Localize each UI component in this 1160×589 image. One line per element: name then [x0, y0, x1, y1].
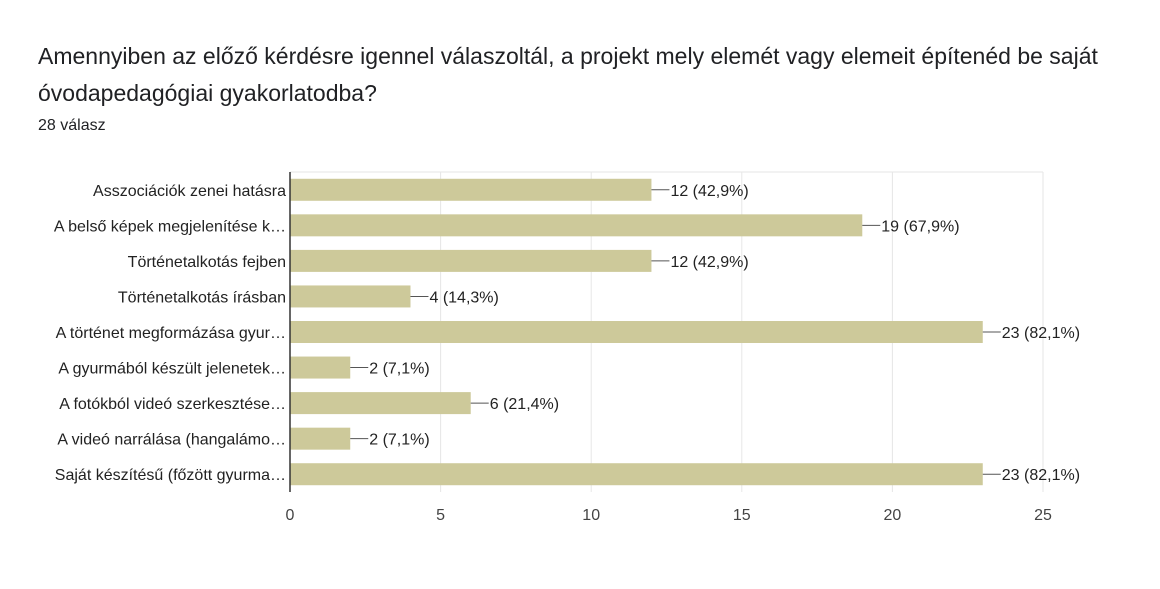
bar	[290, 178, 652, 201]
category-label: A belső képek megjelenítése k…	[54, 218, 286, 235]
data-label: 12 (42,9%)	[670, 254, 748, 271]
data-label: 6 (21,4%)	[490, 396, 559, 413]
data-label: 2 (7,1%)	[369, 361, 429, 378]
category-label: Saját készítésű (főzött gyurma…	[55, 467, 286, 484]
question-title: Amennyiben az előző kérdésre igennel vál…	[38, 43, 1098, 106]
data-label: 23 (82,1%)	[1002, 467, 1080, 484]
labels: 0 5 10 15 20 25 Asszociációk zenei hatásra 12 (…	[54, 183, 1080, 524]
bar	[290, 392, 471, 415]
data-label: 19 (67,9%)	[881, 218, 959, 235]
category-label: A videó narrálása (hangalámo…	[57, 432, 286, 449]
bar	[290, 249, 652, 272]
category-label: Történetalkotás írásban	[118, 289, 286, 306]
data-label: 23 (82,1%)	[1002, 325, 1080, 342]
bar	[290, 214, 863, 237]
category-label: A fotókból videó szerkesztése…	[59, 396, 286, 413]
data-label: 12 (42,9%)	[670, 183, 748, 200]
category-label: Asszociációk zenei hatásra	[93, 183, 286, 200]
x-tick-label: 15	[733, 507, 751, 524]
bar	[290, 356, 351, 379]
x-tick-label: 20	[884, 507, 902, 524]
category-label: Történetalkotás fejben	[128, 254, 286, 271]
x-tick-label: 0	[286, 507, 295, 524]
x-tick-label: 10	[582, 507, 600, 524]
response-count: 28 válasz	[38, 117, 106, 134]
category-label: A történet megformázása gyur…	[56, 325, 286, 342]
bar	[290, 427, 351, 450]
data-label: 2 (7,1%)	[369, 432, 429, 449]
bar	[290, 321, 983, 343]
bar	[290, 285, 411, 308]
x-tick-label: 5	[436, 507, 445, 524]
category-label: A gyurmából készült jelenetek…	[58, 361, 286, 378]
bar	[290, 463, 983, 486]
data-label: 4 (14,3%)	[429, 289, 498, 306]
x-tick-label: 25	[1034, 507, 1052, 524]
bars	[290, 178, 983, 486]
